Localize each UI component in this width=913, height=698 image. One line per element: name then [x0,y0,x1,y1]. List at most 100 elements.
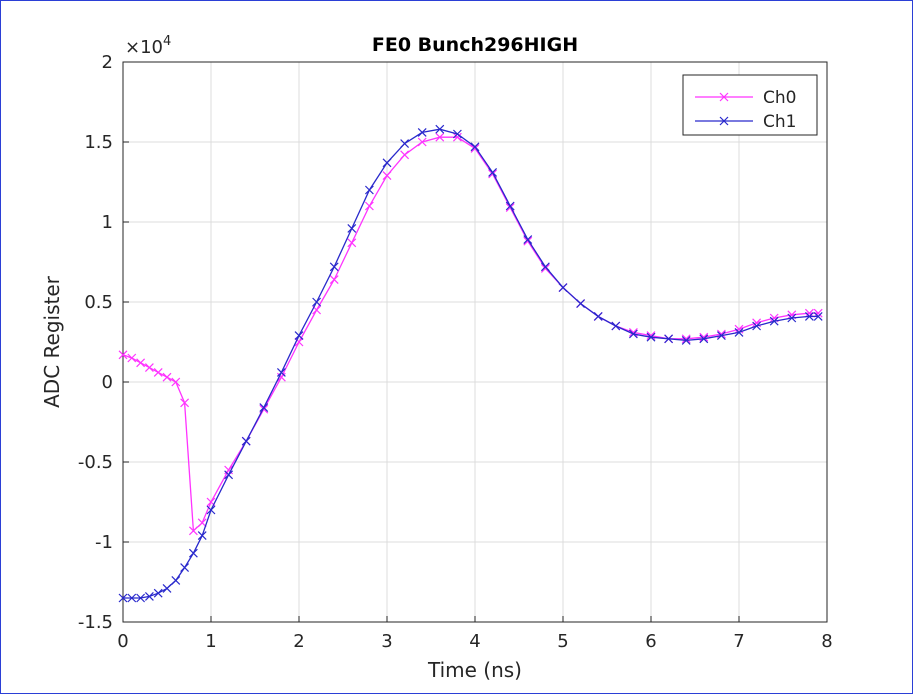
data-point-marker [505,201,515,211]
data-point-marker [488,167,498,177]
y-axis-ticks: -1.5 -1 -0.5 0 0.5 1 1.5 2 [78,52,129,633]
legend-box [682,74,818,136]
legend-label: Ch1 [763,112,796,132]
data-point-marker [136,593,146,603]
y-tick-label: 2 [102,52,113,73]
legend-marker [719,116,729,126]
y-tick-label: 0.5 [84,292,113,313]
series-ch0 [118,132,823,536]
data-point-marker [400,150,410,160]
x-tick-label: 8 [821,631,832,652]
data-point-marker [144,591,154,601]
data-point-marker [364,201,374,211]
data-point-marker [734,327,744,337]
data-point-marker [329,262,339,272]
data-point-marker [188,526,198,536]
data-point-marker [417,127,427,137]
data-point-marker [593,311,603,321]
data-point-marker [699,334,709,344]
data-point-marker [162,372,172,382]
data-point-marker [127,353,137,363]
data-point-marker [153,367,163,377]
data-point-marker [197,518,207,528]
data-point-marker [681,334,691,344]
data-point-marker [382,158,392,168]
series-ch1 [118,124,823,603]
data-point-marker [259,403,269,413]
data-point-marker [400,139,410,149]
data-point-marker [769,316,779,326]
data-point-marker [435,132,445,142]
series-line [123,128,819,599]
data-point-marker [470,142,480,152]
data-point-marker [628,329,638,339]
data-point-marker [347,238,357,248]
series-line [122,136,819,533]
data-point-marker [171,575,181,585]
y-tick-label: 0 [102,372,113,393]
x-tick-label: 1 [205,631,216,652]
data-point-marker [804,311,814,321]
series-group [118,124,823,603]
data-point-marker [646,332,656,342]
data-point-marker [435,124,445,134]
data-point-marker [813,311,823,321]
x-axis-label: Time (ns) [427,658,522,682]
x-tick-label: 0 [117,631,128,652]
exponent-power: 4 [163,34,171,49]
y-tick-label: -1 [95,532,113,553]
y-tick-label: -1.5 [78,612,113,633]
y-tick-label: -0.5 [78,452,113,473]
x-tick-label: 3 [381,631,392,652]
x-tick-label: 5 [557,631,568,652]
data-point-marker [752,321,762,331]
data-point-marker [540,263,550,273]
data-point-marker [153,588,163,598]
data-point-marker [241,436,251,446]
y-tick-label: 1.5 [84,132,113,153]
data-point-marker [646,331,656,341]
data-point-marker [294,331,304,341]
data-point-marker [127,593,137,603]
x-tick-label: 6 [645,631,656,652]
data-point-marker [197,531,207,541]
data-point-marker [144,363,154,373]
data-point-marker [188,548,198,558]
data-point-marker [681,335,691,345]
data-point-marker [699,332,709,342]
data-point-marker [294,337,304,347]
x-tick-label: 2 [293,631,304,652]
x-axis-ticks: 0 1 2 3 4 5 6 7 8 [117,616,833,652]
x-tick-label: 7 [733,631,744,652]
data-point-marker [136,358,146,368]
data-point-marker [171,377,181,387]
data-point-marker [664,334,674,344]
data-point-marker [180,563,190,573]
data-point-marker [452,132,462,142]
data-point-marker [312,297,322,307]
data-point-marker [558,283,568,293]
data-point-marker [787,313,797,323]
data-point-marker [118,593,128,603]
chart-title: FE0 Bunch296HIGH [372,34,578,56]
data-point-marker [347,223,357,233]
data-point-marker [206,505,216,515]
data-point-marker [611,321,621,331]
data-point-marker [364,185,374,195]
data-point-marker [452,129,462,139]
data-point-marker [540,262,550,272]
legend-marker [719,92,729,102]
legend-label: Ch0 [763,88,796,108]
data-point-marker [224,470,234,480]
legend-item-ch1: Ch1 [695,112,796,132]
data-point-marker [417,137,427,147]
data-point-marker [523,235,533,245]
legend-item-ch0: Ch0 [695,88,796,108]
exponent-label: ×104 [125,34,171,58]
data-point-marker [118,350,128,360]
data-point-marker [276,367,286,377]
